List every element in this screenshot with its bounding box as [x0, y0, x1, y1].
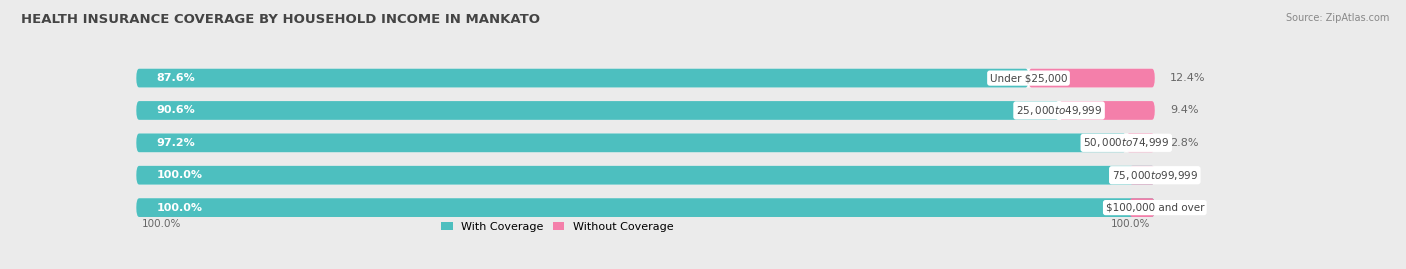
Text: 90.6%: 90.6%	[156, 105, 195, 115]
FancyBboxPatch shape	[1126, 133, 1154, 152]
Text: 100.0%: 100.0%	[1111, 220, 1150, 229]
Text: $50,000 to $74,999: $50,000 to $74,999	[1083, 136, 1170, 149]
Legend: With Coverage, Without Coverage: With Coverage, Without Coverage	[441, 222, 673, 232]
Text: 2.8%: 2.8%	[1170, 138, 1198, 148]
FancyBboxPatch shape	[136, 198, 1154, 217]
FancyBboxPatch shape	[1059, 101, 1154, 120]
Text: 100.0%: 100.0%	[156, 170, 202, 180]
Text: Source: ZipAtlas.com: Source: ZipAtlas.com	[1285, 13, 1389, 23]
Text: 100.0%: 100.0%	[156, 203, 202, 213]
FancyBboxPatch shape	[136, 133, 1154, 152]
Text: 0.0%: 0.0%	[1170, 170, 1198, 180]
FancyBboxPatch shape	[1029, 69, 1154, 87]
Text: $25,000 to $49,999: $25,000 to $49,999	[1017, 104, 1102, 117]
FancyBboxPatch shape	[136, 69, 1029, 87]
FancyBboxPatch shape	[136, 133, 1126, 152]
Text: Under $25,000: Under $25,000	[990, 73, 1067, 83]
Text: 97.2%: 97.2%	[156, 138, 195, 148]
FancyBboxPatch shape	[136, 166, 1154, 185]
Text: 9.4%: 9.4%	[1170, 105, 1198, 115]
Text: $75,000 to $99,999: $75,000 to $99,999	[1112, 169, 1198, 182]
FancyBboxPatch shape	[1129, 198, 1154, 217]
FancyBboxPatch shape	[136, 101, 1154, 120]
FancyBboxPatch shape	[1129, 166, 1154, 185]
Text: $100,000 and over: $100,000 and over	[1105, 203, 1204, 213]
Text: 87.6%: 87.6%	[156, 73, 195, 83]
Text: 0.0%: 0.0%	[1170, 203, 1198, 213]
Text: 12.4%: 12.4%	[1170, 73, 1205, 83]
Text: HEALTH INSURANCE COVERAGE BY HOUSEHOLD INCOME IN MANKATO: HEALTH INSURANCE COVERAGE BY HOUSEHOLD I…	[21, 13, 540, 26]
FancyBboxPatch shape	[136, 166, 1154, 185]
FancyBboxPatch shape	[136, 69, 1154, 87]
FancyBboxPatch shape	[136, 198, 1154, 217]
FancyBboxPatch shape	[136, 101, 1059, 120]
Text: 100.0%: 100.0%	[142, 220, 181, 229]
